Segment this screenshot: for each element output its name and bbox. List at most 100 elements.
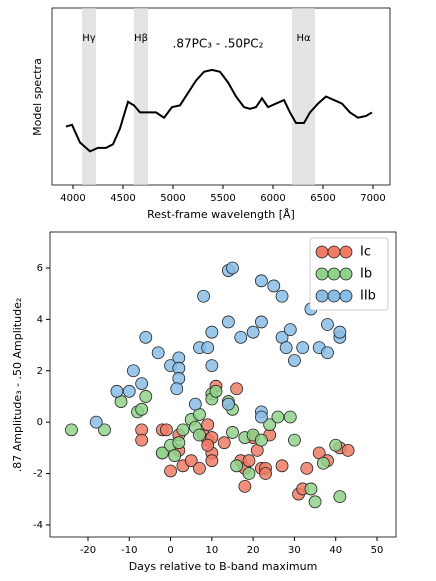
x-axis-label: Days relative to B-band maximum [129, 560, 318, 573]
x-tick-label: 50 [371, 545, 384, 556]
point [267, 279, 281, 293]
legend-label: IIb [360, 289, 376, 304]
point [89, 415, 103, 429]
x-tick-label: -10 [121, 545, 137, 556]
y-axis-label: Model spectra [31, 58, 44, 136]
point [238, 479, 252, 493]
x-tick-label: 4500 [110, 193, 135, 204]
point [242, 454, 256, 468]
y-tick-label: 2 [37, 366, 43, 377]
point [254, 433, 268, 447]
point [201, 438, 215, 452]
point [279, 341, 293, 355]
band-label: Hβ [134, 33, 148, 44]
legend-label: Ib [360, 267, 372, 282]
top-frame [51, 7, 391, 186]
legend-marker [315, 267, 329, 281]
point [254, 410, 268, 424]
x-tick-label: 30 [288, 545, 301, 556]
point [201, 418, 215, 432]
point [259, 467, 272, 480]
x-tick-label: 5500 [210, 193, 235, 204]
x-tick-label: 10 [205, 545, 218, 556]
y-tick-label: -4 [33, 520, 43, 531]
legend-label: Ic [360, 245, 371, 260]
point [197, 289, 210, 303]
point [188, 397, 202, 411]
point [217, 436, 231, 450]
y-axis-label: .87 Amplitude₃ - .50 Amplitude₂ [11, 298, 24, 473]
point [65, 423, 78, 437]
point [275, 459, 289, 473]
legend-marker [315, 289, 329, 303]
point [221, 315, 235, 329]
x-tick-label: 5000 [160, 193, 185, 204]
point [135, 402, 149, 416]
point [139, 330, 153, 344]
point [184, 454, 198, 468]
y-tick-label: 0 [37, 417, 43, 428]
point [151, 346, 165, 360]
point [296, 341, 310, 355]
point [254, 315, 268, 329]
point [160, 423, 173, 437]
point [201, 341, 215, 355]
x-tick-label: 6500 [310, 193, 335, 204]
x-axis-label: Rest-frame wavelength [Å] [147, 208, 295, 221]
point [333, 325, 347, 339]
point [205, 325, 219, 339]
point [246, 325, 260, 339]
point [288, 354, 301, 367]
point [242, 467, 256, 480]
spectrum-line [65, 68, 373, 153]
legend-marker [327, 245, 341, 259]
point [283, 323, 297, 337]
y-tick-label: 4 [37, 314, 43, 325]
point [230, 459, 244, 473]
point [170, 382, 184, 396]
point [226, 426, 239, 439]
band [134, 8, 148, 185]
y-tick-label: -2 [33, 469, 43, 480]
legend-marker [315, 245, 329, 259]
point [205, 359, 219, 373]
point [283, 410, 297, 424]
legend-marker [327, 289, 341, 303]
y-tick-label: 6 [37, 263, 43, 274]
x-tick-label: 4000 [60, 193, 85, 204]
band [82, 8, 96, 185]
point [193, 428, 206, 442]
x-tick-label: 7000 [360, 193, 385, 204]
bottom-frame [49, 231, 397, 538]
point [321, 346, 334, 360]
point [205, 454, 219, 468]
point [271, 410, 285, 424]
point [288, 433, 301, 447]
point [139, 390, 153, 403]
point [122, 384, 136, 398]
legend-marker [339, 267, 353, 281]
point [254, 274, 268, 288]
point [172, 372, 186, 385]
point [300, 461, 314, 475]
point [155, 446, 169, 460]
x-tick-label: 40 [329, 545, 342, 556]
legend-marker [339, 289, 353, 303]
point [164, 464, 177, 478]
chart-title: .87PC₃ - .50PC₂ [173, 37, 264, 51]
point [321, 318, 334, 331]
point [234, 330, 248, 344]
point [110, 384, 124, 398]
point [209, 384, 223, 398]
point [135, 377, 149, 391]
x-tick-label: 0 [167, 545, 173, 556]
legend-marker [339, 245, 353, 259]
band-label: Hγ [82, 33, 96, 44]
point [329, 438, 343, 452]
point [263, 418, 277, 432]
point [193, 461, 206, 475]
point [226, 261, 239, 275]
point [304, 482, 318, 496]
point [168, 449, 182, 462]
